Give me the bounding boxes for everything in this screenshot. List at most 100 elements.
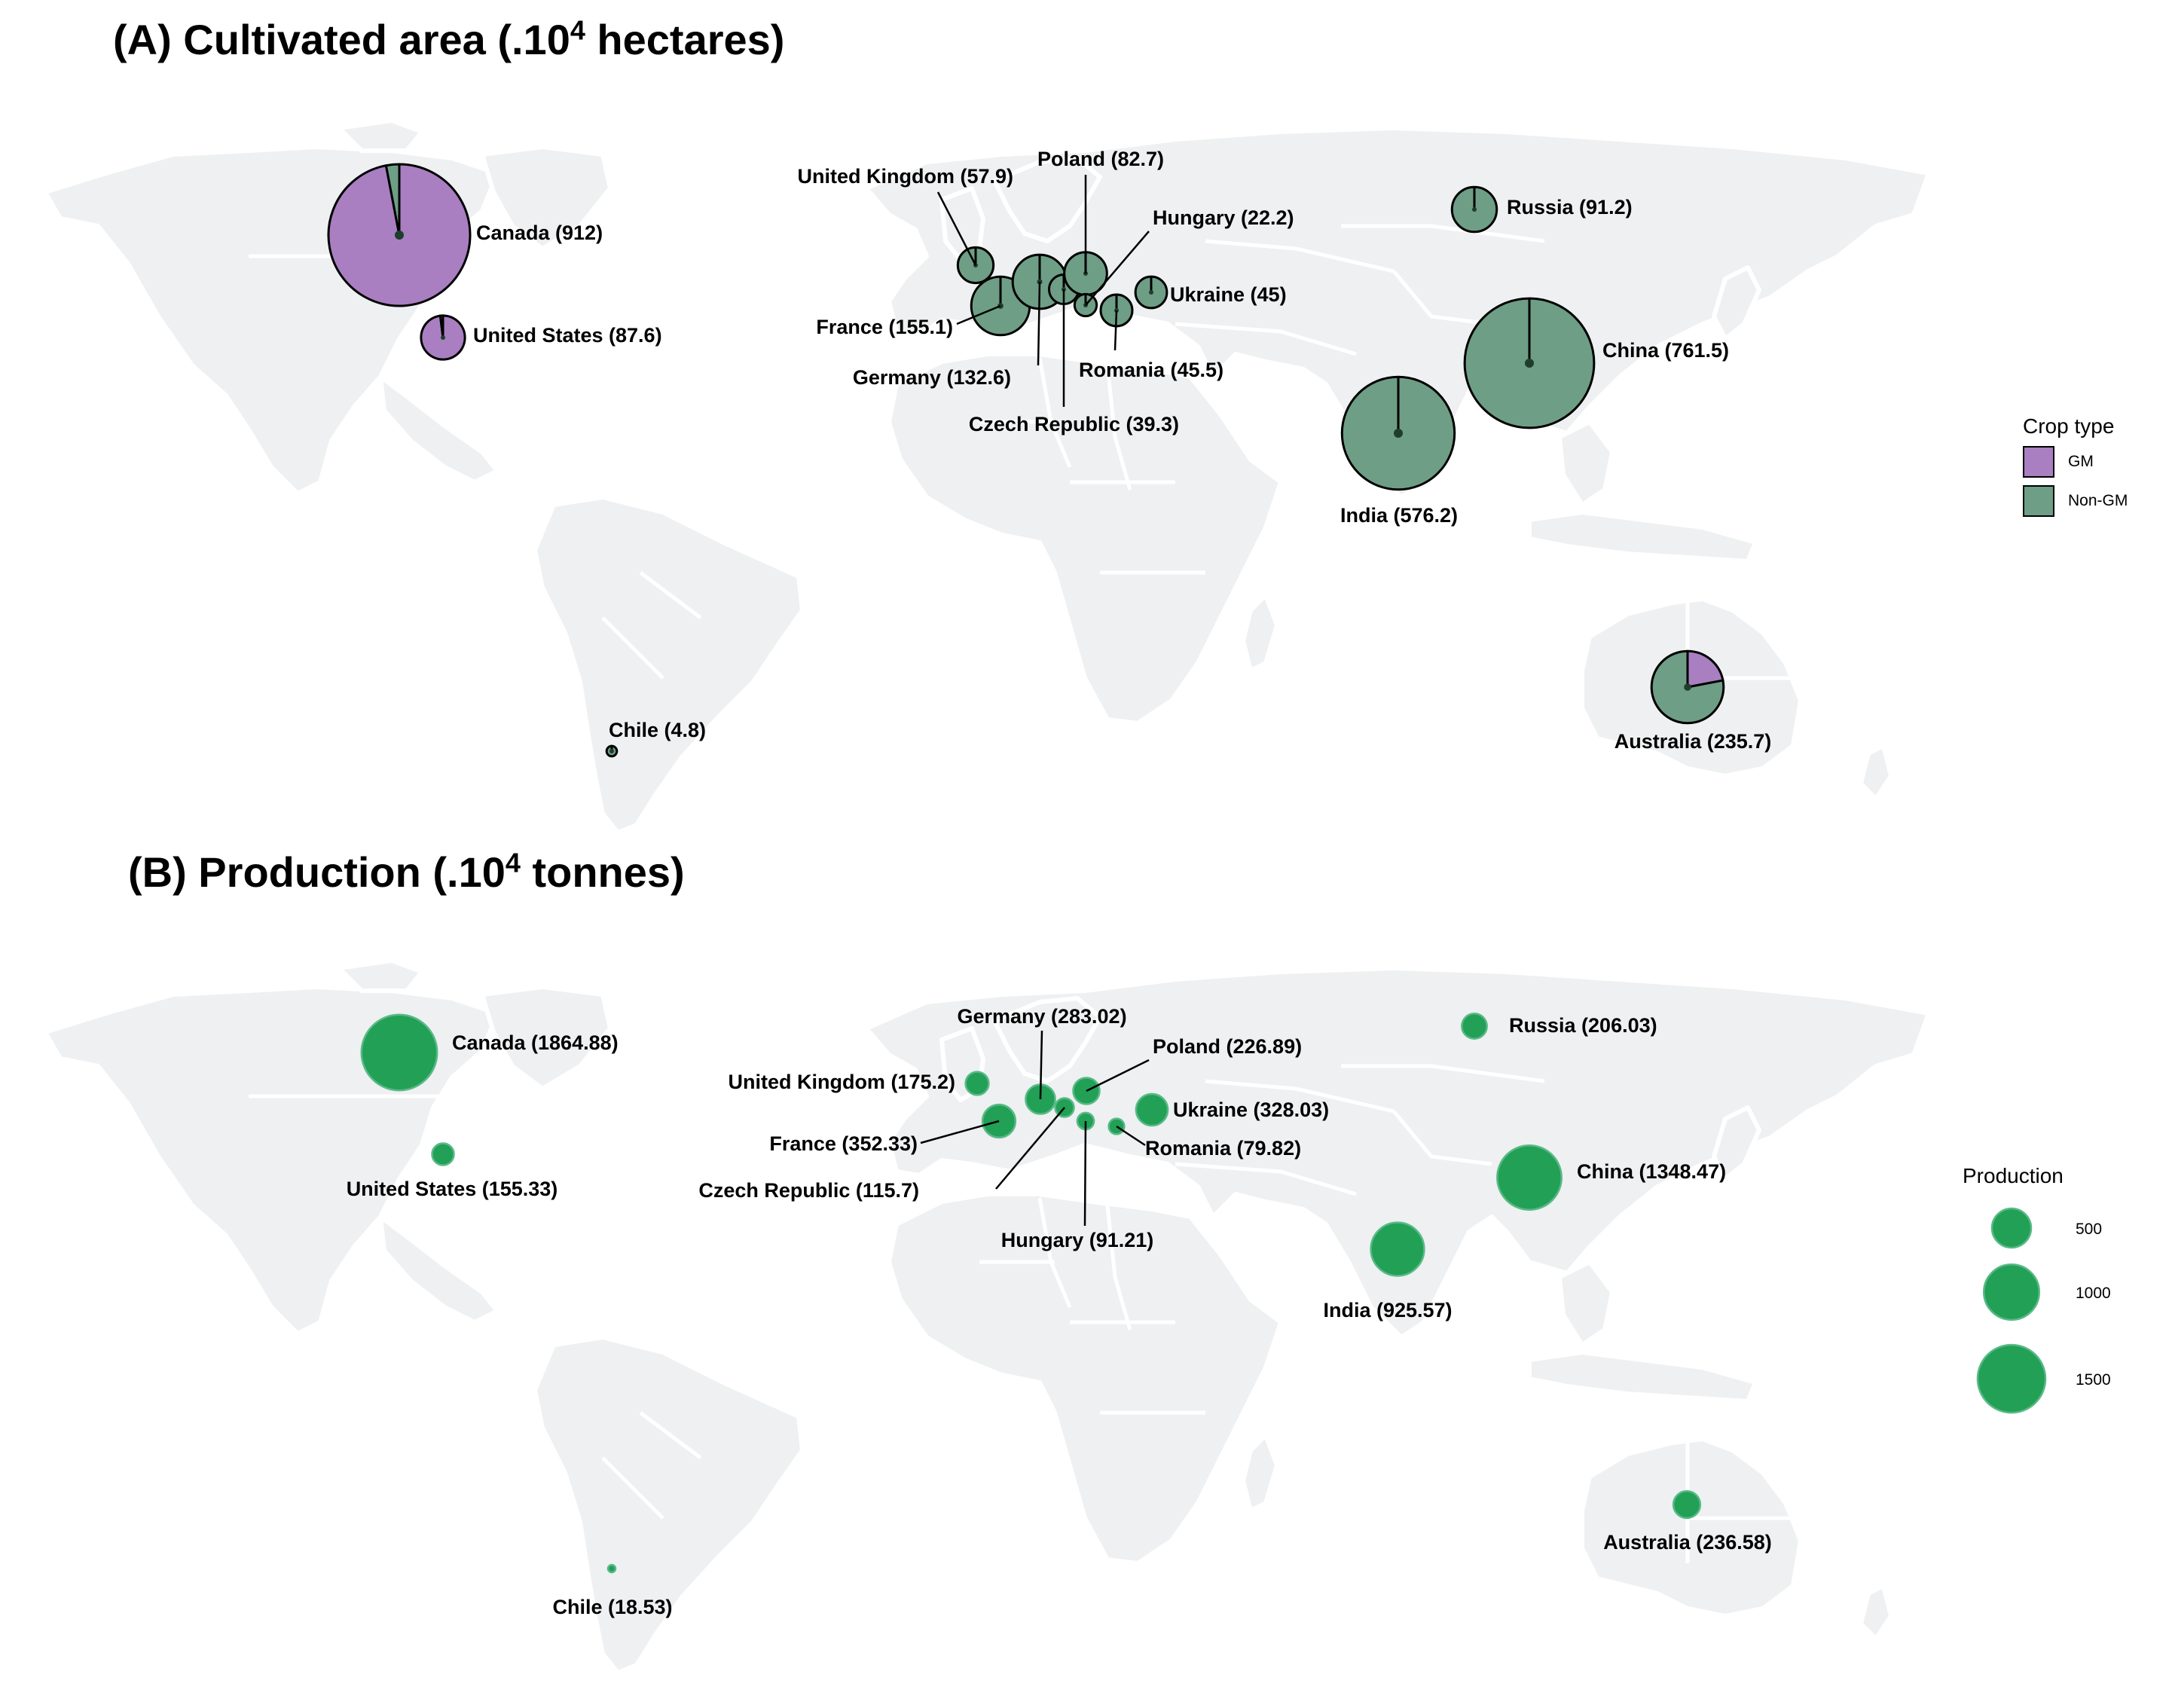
area-label-australia: Australia (235.7) (1614, 730, 1772, 753)
panel-a-land-south-america (533, 495, 805, 835)
production-label-poland: Poland (226.89) (1153, 1035, 1302, 1058)
legend-bubble-1000 (1982, 1263, 2041, 1321)
leader-line-united-kingdom (936, 191, 977, 266)
panel-b-land-greenland (480, 985, 612, 1091)
area-label-ukraine: Ukraine (45) (1170, 283, 1287, 306)
pie-australia (1650, 649, 1725, 725)
panel-b-land-indonesia (1527, 1350, 1758, 1404)
panel-a-land-new-zealand (1859, 744, 1893, 801)
production-legend: Production 500 1000 1500 (1963, 1164, 2151, 1450)
legend-label-gm: GM (2068, 453, 2094, 470)
bubble-ukraine (1135, 1092, 1169, 1127)
panel-a-land-greenland (480, 145, 612, 251)
area-label-chile: Chile (4.8) (609, 719, 706, 741)
production-label-india: India (925.57) (1323, 1299, 1452, 1321)
production-label-germany: Germany (283.02) (957, 1005, 1126, 1028)
panel-b-border (1392, 1110, 1492, 1166)
production-legend-title: Production (1963, 1164, 2064, 1187)
panel-a-land-southeast-asia (1557, 420, 1614, 507)
area-label-poland: Poland (82.7) (1037, 148, 1164, 170)
pie-china (1463, 297, 1596, 429)
panel-b-land-eurasia (864, 966, 1931, 1340)
bubble-chile (606, 1563, 617, 1574)
area-label-hungary: Hungary (22.2) (1153, 206, 1294, 229)
area-label-romania: Romania (45.5) (1079, 359, 1223, 381)
production-label-canada: Canada (1864.88) (452, 1031, 619, 1054)
pie-slice-non-gm-canada (384, 163, 401, 236)
legend-key-non-gm (2023, 485, 2054, 517)
panel-a-border (1205, 239, 1395, 273)
crop-type-legend-title: Crop type (2023, 414, 2115, 438)
bubble-united-kingdom (964, 1071, 990, 1096)
pie-india (1340, 375, 1456, 491)
legend-bubble-label-500: 500 (2076, 1221, 2102, 1238)
leader-line-romania (1116, 1125, 1146, 1147)
panel-a-border (639, 571, 702, 619)
area-label-canada: Canada (912) (476, 222, 603, 244)
production-label-russia: Russia (206.03) (1509, 1014, 1657, 1037)
panel-b-land-new-zealand (1859, 1584, 1893, 1641)
area-labels: Canada (912) United States (87.6) Chile (4… (473, 148, 1771, 753)
panel-b-border (1105, 1205, 1132, 1331)
panel-a-land-africa (887, 352, 1283, 726)
panel-a-land-japan (1712, 265, 1761, 341)
panel-b-border (1205, 1079, 1395, 1114)
area-label-united-states: United States (87.6) (473, 324, 662, 347)
bubble-india (1370, 1221, 1425, 1277)
area-label-united-kingdom: United Kingdom (57.9) (797, 165, 1013, 188)
production-label-france: France (352.33) (769, 1132, 918, 1155)
area-label-china: China (761.5) (1602, 339, 1729, 362)
leader-line-romania (1113, 310, 1118, 351)
pie-slice-gm-australia (1686, 649, 1724, 689)
legend-item-non-gm: Non-GM (2023, 485, 2128, 517)
area-label-france: France (155.1) (816, 316, 953, 338)
production-label-china: China (1348.47) (1577, 1160, 1726, 1183)
panel-a-border (601, 616, 664, 680)
panel-b-border (639, 1411, 702, 1459)
production-label-romania: Romania (79.82) (1145, 1137, 1301, 1160)
production-label-australia: Australia (236.58) (1603, 1531, 1772, 1554)
panel-b-land-south-america (533, 1335, 805, 1675)
panel-b-land-japan (1712, 1105, 1761, 1181)
bubble-china (1496, 1144, 1563, 1211)
panel-b-border (1175, 1162, 1357, 1196)
leader-line-france (956, 304, 1001, 325)
panel-a-land-arctic-islands (337, 118, 424, 153)
panel-a-land-central-america (378, 374, 499, 484)
panel-b-border (601, 1456, 664, 1520)
leader-line-hungary (1085, 231, 1150, 306)
bubble-canada (360, 1013, 438, 1092)
leader-line-france (920, 1120, 1000, 1144)
production-label-czech-republic: Czech Republic (115.7) (698, 1179, 919, 1202)
cultivated-area-map: Canada (912) United States (87.6) Chile (4… (43, 118, 1931, 835)
legend-key-gm (2023, 446, 2054, 478)
legend-label-non-gm: Non-GM (2068, 492, 2128, 509)
production-label-united-kingdom: United Kingdom (175.2) (728, 1071, 955, 1093)
panel-a-land-indonesia (1527, 510, 1758, 564)
panel-a-border (1341, 224, 1545, 243)
pie-center-india (1394, 429, 1403, 438)
production-labels: Canada (1864.88) United States (155.33) Ch… (347, 1005, 1772, 1618)
area-label-czech-republic: Czech Republic (39.3) (969, 413, 1179, 435)
panel-b-land-southeast-asia (1557, 1260, 1614, 1347)
leader-line-hungary (1083, 1120, 1087, 1227)
panel-b-land-arctic-islands (337, 958, 424, 993)
panel-a-land-scandinavia (992, 156, 1102, 243)
area-pies (327, 163, 1725, 758)
panel-a-title: (A) Cultivated area (.104 hectares) (113, 14, 785, 63)
production-label-united-states: United States (155.33) (347, 1178, 558, 1200)
pie-center-russia (1472, 207, 1477, 212)
pie-canada (327, 163, 472, 307)
panel-b-land-scandinavia (992, 996, 1102, 1083)
crop-type-legend: Crop type GM Non-GM (2023, 414, 2128, 517)
pie-slice-non-gm-united-states (438, 314, 444, 338)
legend-bubble-label-1000: 1000 (2076, 1285, 2111, 1302)
panel-b-land-central-america (378, 1215, 499, 1325)
production-label-hungary: Hungary (91.21) (1001, 1229, 1154, 1251)
production-label-chile: Chile (18.53) (552, 1596, 672, 1618)
pie-chile (605, 744, 619, 758)
legend-bubble-500 (1990, 1207, 2033, 1249)
leader-line-czech-republic (995, 1107, 1065, 1190)
pie-united-states (420, 314, 466, 361)
pie-center-ukraine (1149, 290, 1153, 295)
